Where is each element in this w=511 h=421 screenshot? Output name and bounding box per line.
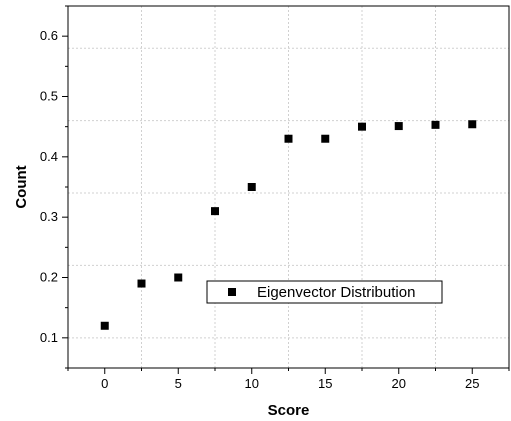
x-tick-label: 25 <box>465 376 479 391</box>
data-point <box>394 122 403 131</box>
legend-box <box>206 280 443 304</box>
data-point <box>100 321 109 330</box>
x-tick-label: 15 <box>318 376 332 391</box>
y-axis-title: Count <box>13 165 30 208</box>
data-point <box>284 134 293 143</box>
data-point <box>211 207 219 216</box>
data-point <box>247 183 256 191</box>
data-points <box>100 120 477 330</box>
data-point <box>174 273 183 282</box>
data-point <box>137 279 146 288</box>
data-point <box>358 122 366 131</box>
x-tick-label: 20 <box>392 376 406 391</box>
y-tick-label: 0.1 <box>40 330 58 345</box>
y-tick-label: 0.2 <box>40 270 58 285</box>
x-axis-title: Score <box>268 402 310 419</box>
y-tick-label: 0.3 <box>40 209 58 224</box>
axis-ticks <box>62 5 510 374</box>
x-tick-label: 10 <box>245 376 259 391</box>
data-point <box>321 134 330 143</box>
data-point <box>468 120 477 129</box>
data-point <box>431 120 440 129</box>
y-tick-label: 0.5 <box>40 89 58 104</box>
x-tick-label: 5 <box>175 376 182 391</box>
y-tick-label: 0.4 <box>40 149 58 164</box>
legend: Eigenvector Distribution <box>206 280 443 304</box>
x-tick-label: 0 <box>101 376 108 391</box>
legend-marker <box>228 288 236 296</box>
grid-lines <box>68 6 509 368</box>
y-tick-label: 0.6 <box>40 28 58 43</box>
axis-tick-labels: 0 5 10 15 20 25 0.1 0.2 0.3 0.4 0.5 0.6 <box>40 28 480 391</box>
legend-label: Eigenvector Distribution <box>257 284 415 301</box>
